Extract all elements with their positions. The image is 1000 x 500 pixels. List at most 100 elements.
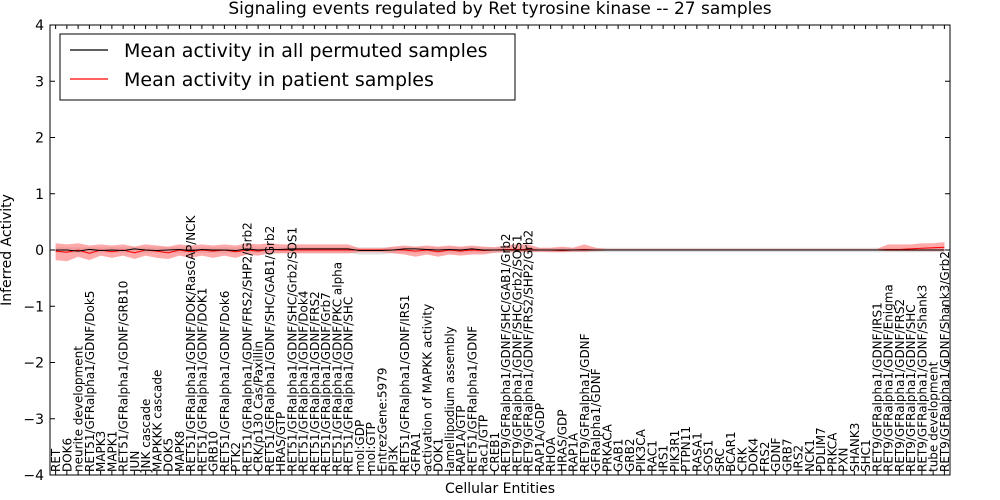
x-tick-label: FRS2 [758, 442, 772, 473]
x-tick-label: activation of MAPKK activity [420, 304, 434, 472]
x-tick-label: JUN [128, 451, 142, 473]
x-tick-label: IRS2 [792, 445, 806, 472]
x-tick-label: RET51/GFRalpha1/GDNF/DOK/RasGAP/NCK [184, 214, 198, 472]
x-tick-label: GFRA1 [409, 432, 423, 472]
y-tick-label: 1 [35, 187, 44, 203]
x-tick-label: RET9/GFRalpha1/GDNF/SHC [904, 304, 918, 472]
x-tick-label: HRAS/GDP [555, 409, 569, 472]
y-axis-label: Inferred Activity [0, 194, 15, 306]
x-tick-label: RAP1A [567, 432, 581, 472]
x-tick-label: RET51/GFRalpha1/GDNF [465, 326, 479, 472]
x-tick-label: RET51/GFRalpha1/GDNF/Dok4 [297, 291, 311, 472]
series-line-permuted [55, 248, 945, 252]
x-tick-label: RET51/GFRalpha1/GDNF/SHC/Grb2/SOS1 [285, 227, 299, 472]
x-tick-label: MAPK1 [105, 431, 119, 472]
x-tick-label: RAP1A/GTP [454, 405, 468, 472]
x-tick-label: neurite development [72, 346, 86, 472]
x-tick-label: RET51/GFRalpha1/GDNF/SHC/GAB1/Grb2 [263, 226, 277, 472]
x-tick-label: RET9/GFRalpha1/GDNF/SHC/GAB1/Grb2 [499, 233, 513, 472]
x-tick-label: PI3K [387, 445, 401, 472]
x-tick-label: mol:GTP [364, 422, 378, 472]
x-tick-label: PRKACA [600, 423, 614, 472]
x-tick-label: RET9/GFRalpha1/GDNF/Shank3/Grb2 [938, 251, 952, 472]
y-tick-label: 0 [35, 243, 44, 259]
x-tick-label: RET51/GFRalpha1/GDNF/Grb7 [319, 292, 333, 472]
y-tick-label: −4 [23, 468, 44, 484]
x-tick-label: RET51/GFRalpha1/GDNF/FRS2/SHP2/Grb2 [240, 222, 254, 472]
x-tick-label: RET51/GFRalpha1/GDNF/PKC alpha [330, 262, 344, 472]
x-tick-label: PIK3R1 [668, 430, 682, 472]
x-tick-label: NCK1 [803, 439, 817, 472]
x-tick-label: BCAR1 [724, 431, 738, 472]
x-tick-label: RET9/GFRalpha1/GDNF/FRS2 [893, 299, 907, 472]
chart-title: Signaling events regulated by Ret tyrosi… [228, 0, 771, 19]
x-tick-label: CRK [735, 446, 749, 472]
x-tick-label: GRB10 [207, 431, 221, 472]
x-tick-label: RASA1 [690, 432, 704, 472]
x-tick-label: tube development [927, 361, 941, 472]
x-tick-label: SHC1 [859, 439, 873, 472]
x-tick-label: PTK2 [229, 442, 243, 472]
x-tick-label: GAB1 [612, 439, 626, 472]
x-axis-label: Cellular Entities [445, 481, 555, 497]
y-tick-label: −1 [23, 299, 44, 315]
x-tick-label: PTPN11 [679, 426, 693, 472]
x-tick-label: RET51/GFRalpha1/GDNF/IRS1 [398, 295, 412, 472]
x-tick-label: SOS1 [702, 440, 716, 472]
x-tick-label: IRS1 [657, 445, 671, 472]
x-tick-label: PRKCA [825, 432, 839, 472]
x-tick-label: PDLIM7 [814, 427, 828, 472]
x-tick-label: CREB1 [488, 432, 502, 472]
x-tick-label: PXN [837, 448, 851, 472]
x-tick-label: RET9/GFRalpha1/GDNF/Enigma [882, 284, 896, 472]
legend-label-patient: Mean activity in patient samples [124, 69, 434, 91]
y-tick-label: 4 [35, 18, 44, 34]
x-tick-label: RET51/GFRalpha1/GDNF/FRS2 [308, 291, 322, 472]
x-tick-label: HRAS/GTP [274, 412, 288, 472]
x-tick-label: PIK3CA [634, 428, 648, 472]
x-tick-label: SRC [713, 448, 727, 472]
x-tick-label: MAPKKK cascade [150, 370, 164, 472]
x-tick-label: RET51/GFRalpha1/GDNF/GRB10 [117, 281, 131, 472]
x-tick-label: RAP1A/GDP [533, 403, 547, 472]
x-tick-label: Rac1/GTP [477, 415, 491, 472]
x-tick-label: mol:GDP [353, 420, 367, 472]
x-tick-label: RET9/GFRalpha1/GDNF/IRS1 [870, 302, 884, 472]
x-tick-label: RET51/GFRalpha1/GDNF/DOK1 [195, 288, 209, 472]
y-tick-label: −2 [23, 356, 44, 372]
x-tick-label: GFRalpha1/GDNF [589, 368, 603, 472]
x-tick-label: lamellipodium assembly [443, 326, 457, 472]
x-tick-label: RET51/GFRalpha1/GDNF/Dok5 [83, 291, 97, 472]
x-tick-label: SHANK3 [848, 423, 862, 472]
legend-box [59, 33, 516, 101]
x-tick-label: RAC1 [645, 440, 659, 472]
x-tick-label: JNK cascade [139, 399, 153, 473]
x-tick-label: RET51/GFRalpha1/GDNF/Dok6 [218, 291, 232, 472]
x-tick-label: GRB7 [780, 438, 794, 472]
x-tick-label: RET9/GFRalpha1/GDNF/FRS2/SHP2/Grb2 [522, 230, 536, 472]
x-tick-label: GDNF [769, 437, 783, 472]
y-tick-label: 3 [35, 74, 44, 90]
x-tick-label: EntrezGene:5979 [375, 368, 389, 473]
x-tick-label: DOK5 [162, 438, 176, 472]
series-lines [55, 246, 945, 254]
x-tick-label: GRB2 [623, 438, 637, 472]
x-tick-label: RET9/GFRalpha1/GDNF/Shank3 [915, 285, 929, 472]
x-tick-label: RET9/GFRalpha1/GDNF/SHC/Grb2/SOS1 [510, 234, 524, 472]
x-tick-label: RHOA [544, 436, 558, 472]
x-tick-label: MAPK8 [173, 431, 187, 472]
y-tick-label: 2 [35, 131, 44, 147]
y-axis: −4 −3 −2 −1 0 1 2 3 4 [23, 18, 950, 484]
x-tick-label: RET [49, 448, 63, 472]
x-tick-label: RET9/GFRalpha1/GDNF [578, 333, 592, 472]
y-tick-label: −3 [23, 412, 44, 428]
legend: Mean activity in all permuted samples Me… [59, 33, 516, 101]
x-tick-label: MAPK3 [94, 431, 108, 472]
x-tick-label: RET51/GFRalpha1/GDNF/SHC [342, 297, 356, 472]
x-tick-label: DOK4 [747, 438, 761, 472]
x-tick-label: DOK1 [432, 438, 446, 472]
x-tick-label: CRK/p130 Cas/Paxillin [252, 341, 266, 472]
band-patient [55, 242, 945, 262]
